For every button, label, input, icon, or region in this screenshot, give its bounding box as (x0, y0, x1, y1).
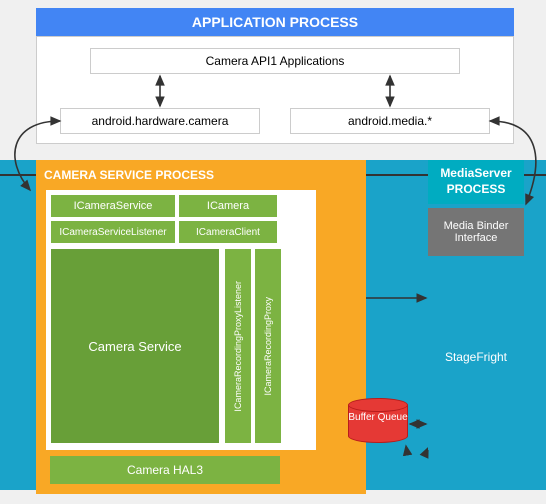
mediaserver-title-box: MediaServer PROCESS (428, 160, 524, 204)
media-binder-box: Media Binder Interface (428, 208, 524, 256)
rec-proxy-listener-label: ICameraRecordingProxyListener (233, 281, 243, 412)
rec-proxy-cell: ICameraRecordingProxy (254, 248, 282, 444)
icamera-service-cell: ICameraService (50, 194, 176, 218)
android-media-box: android.media.* (290, 108, 490, 134)
android-hardware-camera-box: android.hardware.camera (60, 108, 260, 134)
mediaserver-title-label: MediaServer PROCESS (428, 166, 524, 197)
buffer-queue: Buffer Queue (348, 398, 408, 448)
buffer-queue-top (348, 398, 408, 412)
diagram-canvas: APPLICATION PROCESS Camera API1 Applicat… (0, 0, 546, 504)
stagefright-box: StageFright (428, 264, 524, 450)
rec-proxy-label: ICameraRecordingProxy (263, 297, 273, 396)
camera-api-box: Camera API1 Applications (90, 48, 460, 74)
rec-proxy-listener-cell: ICameraRecordingProxyListener (224, 248, 252, 444)
camera-service-box: Camera Service (50, 248, 220, 444)
icamera-service-listener-cell: ICameraServiceListener (50, 220, 176, 244)
icamera-cell: ICamera (178, 194, 278, 218)
buffer-queue-label: Buffer Queue (348, 412, 408, 424)
camera-hal3-box: Camera HAL3 (50, 456, 280, 484)
icamera-client-cell: ICameraClient (178, 220, 278, 244)
app-process-title: APPLICATION PROCESS (36, 8, 514, 36)
camera-service-process-title: CAMERA SERVICE PROCESS (36, 164, 366, 186)
